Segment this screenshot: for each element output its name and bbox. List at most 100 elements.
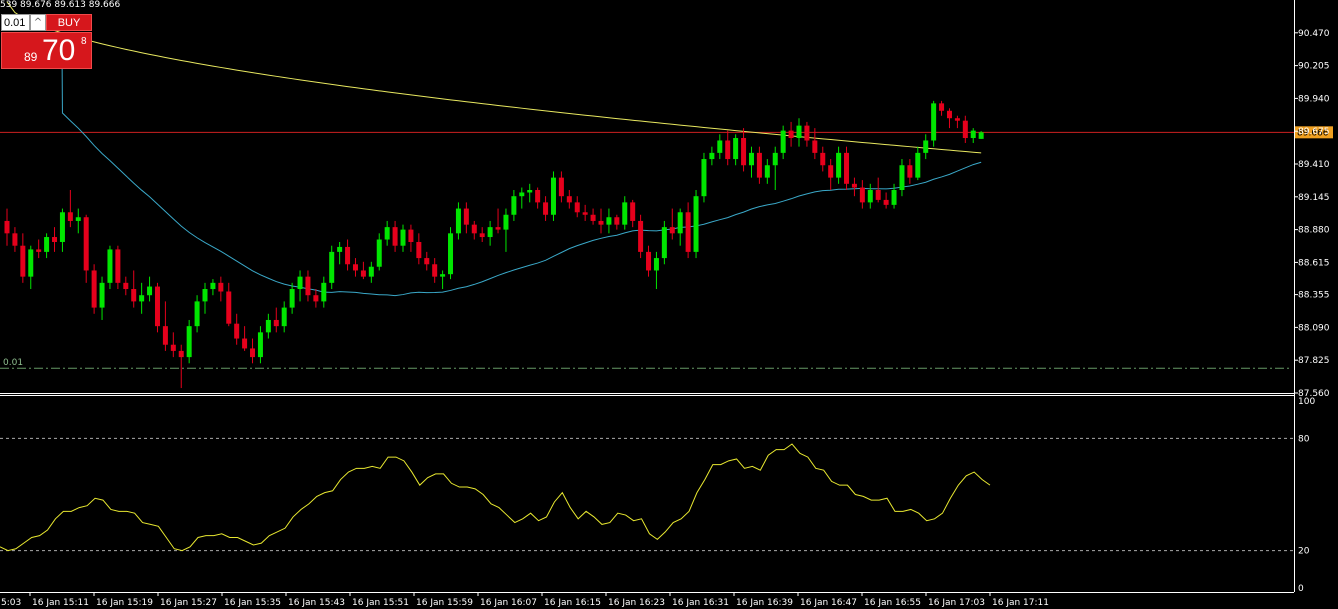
bear-candle-body: [566, 196, 572, 203]
time-tick-label: 16 Jan 16:07: [480, 598, 537, 608]
bull-candle-body: [899, 165, 905, 191]
bear-candle-body: [907, 165, 913, 178]
bear-candle-body: [154, 286, 160, 327]
bull-candle-body: [289, 289, 295, 308]
time-tick-label: 16 Jan 16:55: [864, 598, 921, 608]
price-tick-label: 89.410: [1298, 160, 1330, 170]
bear-candle-body: [226, 291, 232, 324]
bear-candle-body: [52, 237, 58, 242]
chart-frame: [0, 0, 1295, 593]
bear-candle-body: [218, 282, 224, 292]
bear-candle-body: [543, 202, 549, 215]
bear-candle-body: [804, 125, 810, 141]
bull-candle-body: [622, 202, 628, 225]
time-tick-label: 16 Jan 17:03: [928, 598, 985, 608]
bear-candle-body: [962, 120, 968, 139]
bull-candle-body: [931, 103, 937, 141]
bear-candle-body: [844, 152, 850, 184]
bull-candle-body: [281, 307, 287, 327]
oscillator-tick-label: 100: [1298, 397, 1315, 407]
bear-candle-body: [946, 110, 952, 119]
time-tick-label: 16 Jan 16:31: [672, 598, 729, 608]
bear-candle-body: [91, 270, 97, 308]
bull-candle-body: [780, 130, 786, 153]
price-tick-label: 88.880: [1298, 226, 1330, 236]
moving-averages: [6, 1, 982, 297]
bear-candle-body: [36, 249, 42, 252]
price-tick-label: 89.675: [1298, 127, 1330, 137]
bear-candle-body: [598, 220, 604, 225]
time-tick-label: 16 Jan 16:39: [736, 598, 793, 608]
bull-candle-body: [440, 274, 446, 277]
bull-candle-body: [606, 217, 612, 225]
bull-candle-body: [257, 332, 263, 358]
bear-candle-body: [234, 323, 240, 339]
bear-candle-body: [360, 270, 366, 277]
price-tick-label: 90.470: [1298, 29, 1330, 39]
bull-candle-body: [329, 251, 335, 283]
bull-candle-body: [867, 190, 873, 203]
bull-candle-body: [487, 227, 493, 238]
bull-candle-body: [836, 152, 842, 178]
ma-fast-line: [61, 47, 982, 297]
bear-candle-body: [392, 227, 398, 246]
bear-candle-body: [305, 276, 311, 296]
buy-price-main: 70: [42, 34, 76, 67]
bull-candle-body: [210, 282, 216, 290]
bull-candle-body: [321, 282, 327, 302]
bull-candle-body: [107, 249, 113, 283]
bear-candle-body: [471, 224, 477, 234]
bear-candle-body: [313, 295, 319, 302]
oscillator-line: [0, 443, 991, 552]
price-tick-label: 90.205: [1298, 62, 1330, 72]
buy-button[interactable]: BUY: [46, 14, 92, 31]
bull-candle-body: [337, 246, 343, 252]
bear-candle-body: [495, 227, 501, 230]
bear-candle-body: [558, 177, 564, 197]
bear-candle-body: [479, 233, 485, 238]
time-tick-label: 16 Jan 15:27: [160, 598, 217, 608]
bear-candle-body: [67, 212, 73, 221]
bear-candle-body: [669, 227, 675, 234]
bear-candle-body: [590, 214, 596, 221]
price-tick-label: 89.145: [1298, 193, 1330, 203]
time-tick-label: 16 Jan 15:59: [416, 598, 473, 608]
bull-candle-body: [511, 196, 517, 215]
bear-candle-body: [170, 344, 176, 351]
bear-candle-body: [131, 289, 137, 302]
price-tick-label: 88.090: [1298, 323, 1330, 333]
price-tick-label: 87.560: [1298, 389, 1330, 399]
bear-candle-body: [883, 199, 889, 205]
time-tick-label: 16 Jan 15:43: [288, 598, 345, 608]
bear-candle-body: [432, 264, 438, 277]
bull-candle-body: [186, 326, 192, 358]
bear-candle-body: [630, 202, 636, 221]
bull-candle-body: [717, 140, 723, 153]
bull-candle-body: [550, 177, 556, 215]
bear-candle-body: [352, 264, 358, 271]
oscillator-series: [0, 437, 1294, 552]
oscillator-tick-label: 0: [1298, 584, 1304, 594]
time-tick-label: 16 Jan 15:19: [96, 598, 153, 608]
bear-candle-body: [851, 183, 857, 188]
bull-candle-body: [384, 227, 390, 240]
bull-candle-body: [59, 212, 65, 242]
bear-candle-body: [115, 249, 121, 283]
bear-candle-body: [162, 326, 168, 345]
bear-candle-body: [408, 229, 414, 242]
bear-candle-body: [812, 140, 818, 153]
bull-candle-body: [891, 190, 897, 205]
bull-candle-body: [653, 258, 659, 271]
price-tick-label: 88.355: [1298, 291, 1330, 301]
bull-candle-body: [99, 282, 105, 308]
bull-candle-body: [44, 237, 50, 252]
lot-increase-button[interactable]: ^: [30, 14, 46, 31]
buy-price-button[interactable]: 89 70 8: [1, 32, 92, 69]
time-tick-label: 5:03: [1, 598, 21, 608]
bear-candle-body: [638, 220, 644, 252]
lot-size-input[interactable]: 0.01: [1, 14, 30, 31]
axis-labels: 90.470 90.205 89.940 89.675 89.410 89.145 88.8…: [1, 29, 1330, 608]
bear-candle-body: [954, 118, 960, 121]
bull-candle-body: [923, 140, 929, 153]
